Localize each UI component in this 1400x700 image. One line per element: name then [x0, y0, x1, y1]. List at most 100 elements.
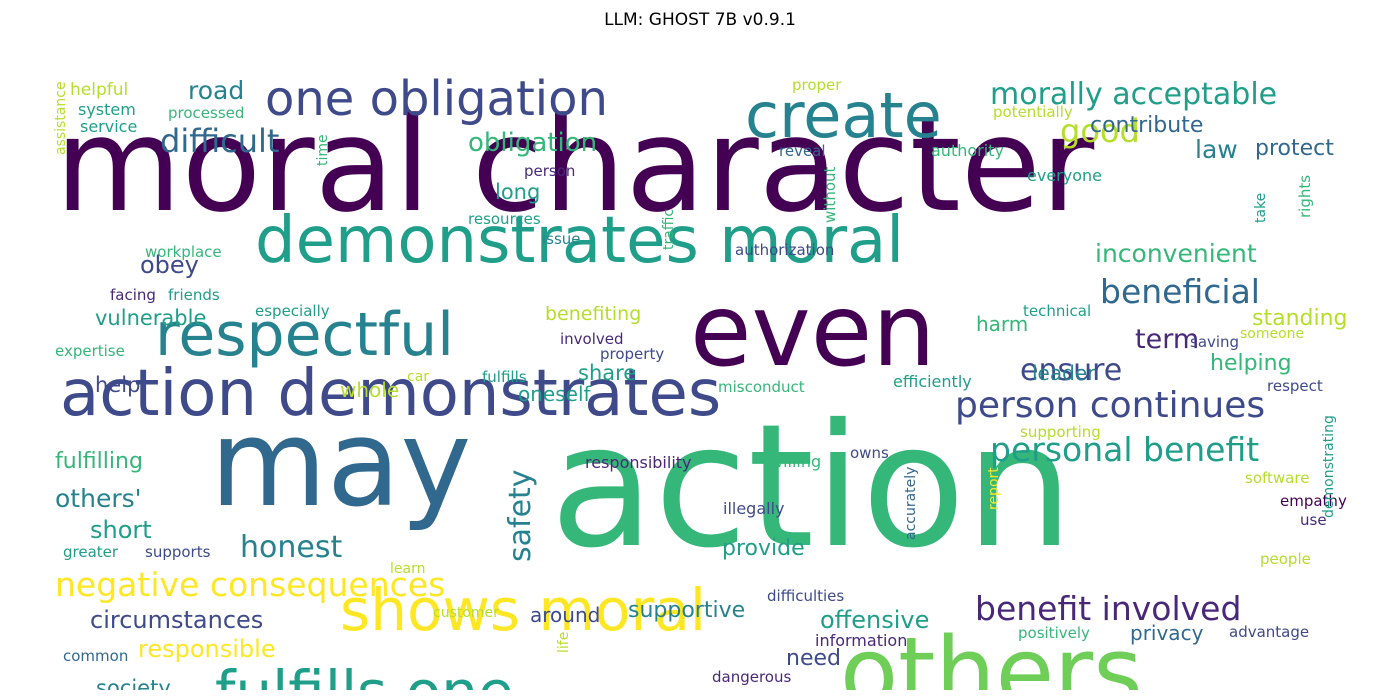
word-supports: supports	[145, 543, 211, 561]
word-whole: whole	[340, 378, 399, 402]
word-others: others	[840, 618, 1143, 690]
word-misconduct: misconduct	[718, 378, 805, 396]
word-short: short	[90, 516, 152, 544]
word-facing: facing	[110, 286, 156, 304]
word-vulnerable: vulnerable	[95, 306, 206, 330]
word-technical: technical	[1023, 302, 1091, 320]
word-protect: protect	[1255, 136, 1334, 161]
word-morally-acceptable: morally acceptable	[990, 77, 1277, 112]
word-long: long	[495, 180, 540, 204]
word-reveal: reveal	[779, 142, 826, 160]
word-processed: processed	[168, 104, 244, 122]
word-system: system	[78, 100, 136, 119]
word-beneficial: beneficial	[1100, 272, 1260, 311]
word-action-demonstrates: action demonstrates	[60, 357, 721, 431]
word-use: use	[1300, 511, 1327, 529]
word-respectful: respectful	[155, 300, 454, 370]
word-issue: issue	[542, 230, 581, 248]
word-negative-consequences: negative consequences	[55, 565, 445, 604]
word-workplace: workplace	[145, 243, 222, 261]
word-without: without	[821, 166, 839, 223]
cloud-title: LLM: GHOST 7B v0.9.1	[604, 10, 796, 30]
word-friends: friends	[168, 286, 220, 304]
word-rights: rights	[1296, 175, 1314, 218]
word-information: information	[815, 631, 907, 650]
word-life: life	[556, 632, 572, 653]
word-efficiently: efficiently	[893, 372, 972, 391]
word-safety: safety	[503, 469, 538, 562]
word-saving: saving	[1190, 333, 1239, 351]
word-people: people	[1260, 550, 1311, 568]
word-harm: harm	[976, 312, 1028, 336]
word-everyone: everyone	[1027, 166, 1102, 185]
word-help: help	[95, 373, 140, 397]
word-willing: willing	[770, 452, 821, 471]
word-need: need	[786, 646, 841, 671]
word-empathy: empathy	[1280, 492, 1347, 510]
word-difficult: difficult	[160, 122, 279, 160]
word-illegally: illegally	[723, 499, 785, 518]
word-car: car	[407, 369, 429, 385]
word-property: property	[600, 345, 664, 363]
word-person: person	[524, 162, 575, 180]
word-standing: standing	[1252, 306, 1348, 331]
word-oneself: oneself	[518, 382, 591, 406]
word-moral-character: moral character	[55, 89, 1095, 241]
word-shows-moral: shows moral	[340, 576, 706, 644]
word-take: take	[1253, 193, 1269, 223]
word-fulfilling: fulfilling	[55, 449, 143, 474]
word-others: others'	[55, 484, 142, 513]
word-owns: owns	[850, 444, 889, 462]
word-ensure: ensure	[1020, 353, 1122, 388]
word-one-obligation: one obligation	[265, 71, 608, 127]
word-benefit-involved: benefit involved	[975, 589, 1241, 628]
word-difficulties: difficulties	[767, 587, 844, 605]
word-privacy: privacy	[1130, 621, 1204, 645]
word-helping: helping	[1210, 351, 1292, 376]
word-service: service	[80, 117, 137, 136]
word-contribute: contribute	[1090, 113, 1203, 138]
word-may: may	[210, 395, 471, 534]
word-learn: learn	[390, 561, 425, 577]
word-offensive: offensive	[820, 606, 929, 634]
word-positively: positively	[1018, 624, 1090, 642]
word-term: term	[1135, 324, 1199, 355]
word-greater: greater	[63, 543, 119, 561]
word-expertise: expertise	[55, 342, 125, 360]
word-authorization: authorization	[735, 241, 834, 259]
word-personal-benefit: personal benefit	[990, 430, 1259, 469]
word-fulfills: fulfills	[482, 368, 527, 386]
word-respect: respect	[1267, 377, 1323, 395]
word-create: create	[745, 79, 942, 152]
word-share: share	[578, 361, 636, 385]
word-supporting: supporting	[1020, 423, 1101, 441]
word-helpful: helpful	[70, 80, 128, 100]
word-benefiting: benefiting	[545, 303, 641, 325]
word-responsible: responsible	[138, 635, 276, 663]
word-involved: involved	[560, 330, 624, 348]
word-provide: provide	[722, 536, 805, 561]
word-dangerous: dangerous	[712, 668, 791, 686]
word-someone: someone	[1240, 326, 1304, 342]
word-fulfills-one: fulfills one	[215, 658, 514, 690]
word-cloud: moral character action may even others demons…	[53, 71, 1348, 690]
word-accurately: accurately	[903, 467, 919, 540]
word-time: time	[315, 134, 331, 166]
word-customer: customer	[433, 605, 499, 621]
word-law: law	[1195, 135, 1238, 164]
word-obligation: obligation	[468, 128, 597, 158]
word-leader: leader	[1032, 361, 1096, 385]
word-common: common	[63, 647, 128, 665]
word-advantage: advantage	[1229, 623, 1309, 641]
word-road: road	[188, 76, 244, 105]
word-around: around	[530, 603, 600, 627]
word-circumstances: circumstances	[90, 606, 263, 634]
word-society: society	[96, 676, 171, 690]
word-traffic: traffic	[661, 209, 677, 250]
word-assistance: assistance	[53, 81, 69, 155]
word-responsibility: responsibility	[585, 453, 692, 472]
word-proper: proper	[792, 76, 842, 94]
word-inconvenient: inconvenient	[1095, 239, 1257, 268]
word-supportive: supportive	[628, 598, 745, 623]
word-good: good	[1060, 112, 1140, 150]
